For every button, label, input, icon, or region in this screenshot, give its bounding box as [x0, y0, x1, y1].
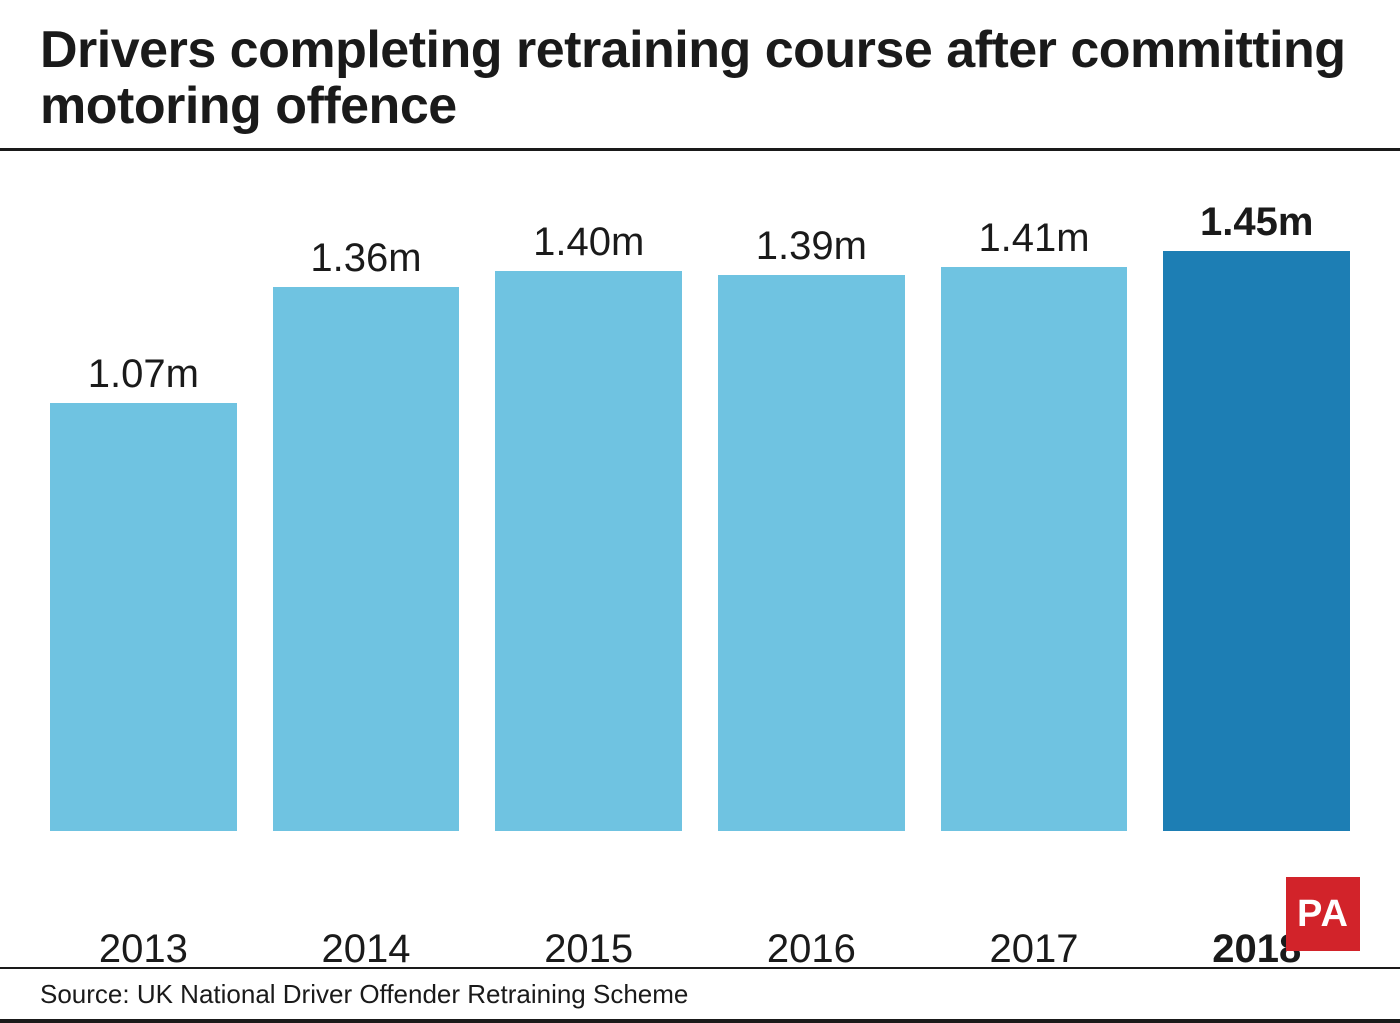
x-axis-label: 2017 — [941, 927, 1128, 972]
bars-container: 1.07m 1.36m 1.40m 1.39m 1.41m 1.45m — [50, 191, 1350, 831]
source-text: Source: UK National Driver Offender Retr… — [40, 979, 688, 1010]
x-axis-label: 2013 — [50, 927, 237, 972]
bar-rect — [273, 287, 460, 831]
bar-value-label: 1.39m — [756, 224, 867, 269]
bar-rect — [1163, 251, 1350, 831]
bar-value-label: 1.41m — [978, 216, 1089, 261]
x-axis-label: 2014 — [273, 927, 460, 972]
bar-rect — [495, 271, 682, 831]
bar-rect — [50, 403, 237, 831]
bar-column: 1.39m — [718, 191, 905, 831]
bar-rect — [941, 267, 1128, 831]
bar-value-label: 1.45m — [1200, 200, 1313, 245]
title-container: Drivers completing retraining course aft… — [0, 0, 1400, 148]
x-axis-label: 2016 — [718, 927, 905, 972]
bar-value-label: 1.36m — [310, 236, 421, 281]
bar-column: 1.36m — [273, 191, 460, 831]
bar-column: 1.41m — [941, 191, 1128, 831]
bar-value-label: 1.40m — [533, 220, 644, 265]
footer: Source: UK National Driver Offender Retr… — [0, 967, 1400, 1023]
chart-area: 1.07m 1.36m 1.40m 1.39m 1.41m 1.45m — [0, 191, 1400, 911]
bar-column: 1.40m — [495, 191, 682, 831]
bar-column: 1.07m — [50, 191, 237, 831]
pa-badge: PA — [1286, 877, 1360, 951]
title-rule — [0, 148, 1400, 151]
bar-column: 1.45m — [1163, 191, 1350, 831]
bar-rect — [718, 275, 905, 831]
bar-value-label: 1.07m — [88, 352, 199, 397]
chart-title: Drivers completing retraining course aft… — [40, 22, 1360, 134]
x-axis-label: 2015 — [495, 927, 682, 972]
x-axis-labels: 201320142015201620172018 — [0, 927, 1400, 972]
